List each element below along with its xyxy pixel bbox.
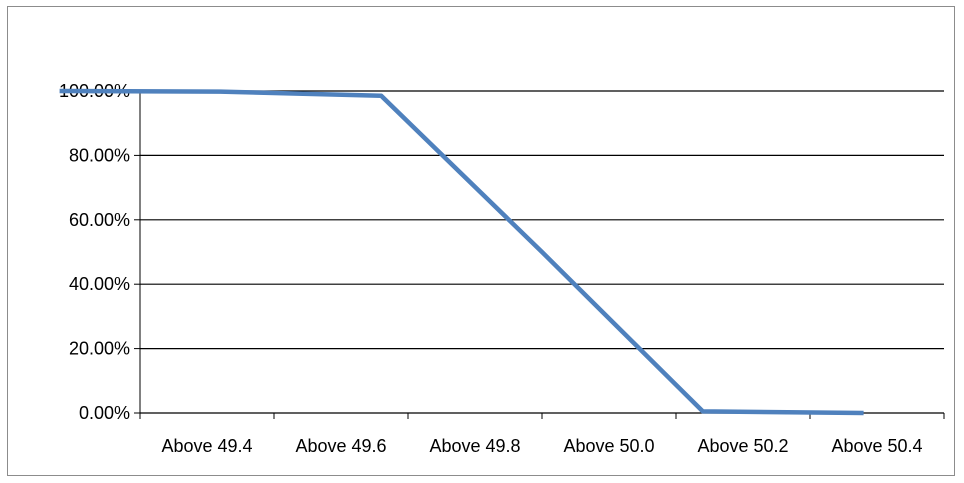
x-tick-label: Above 49.6 — [295, 436, 386, 456]
chart-frame — [7, 6, 955, 476]
y-tick-label: 40.00% — [69, 274, 130, 294]
y-tick-label: 60.00% — [69, 210, 130, 230]
gridlines — [140, 90, 944, 350]
x-tick-label: Above 50.2 — [697, 436, 788, 456]
x-axis: Above 49.4 Above 49.6 Above 49.8 Above 50.0… — [139, 412, 945, 456]
y-tick-label: 0.00% — [79, 403, 130, 423]
x-tick-label: Above 50.4 — [831, 436, 922, 456]
y-tick-label: 20.00% — [69, 339, 130, 359]
y-axis: 0.00%20.00%40.00%60.00%80.00%100.00% — [59, 81, 141, 423]
x-tick-label: Above 49.8 — [429, 436, 520, 456]
y-tick-label: 80.00% — [69, 145, 130, 165]
series-line — [59, 88, 864, 416]
x-tick-label: Above 50.0 — [563, 436, 654, 456]
x-tick-label: Above 49.4 — [161, 436, 252, 456]
series-layer — [59, 88, 864, 416]
